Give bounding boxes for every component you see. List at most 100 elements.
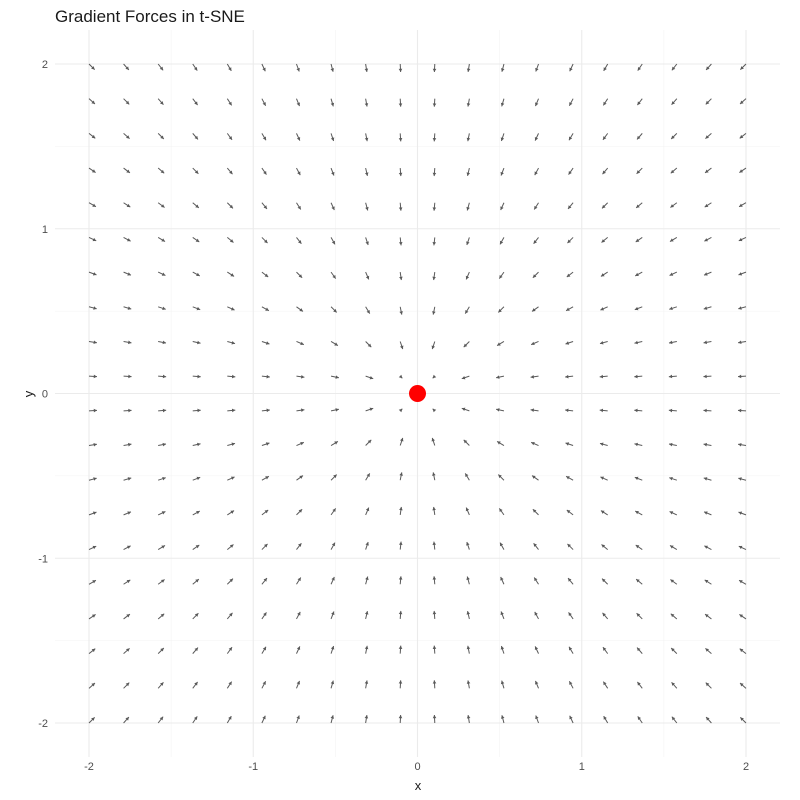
arrow-head xyxy=(433,138,437,141)
gradient-arrow xyxy=(296,578,300,585)
arrow-head xyxy=(466,577,469,581)
gradient-arrow xyxy=(466,203,469,211)
gradient-arrow xyxy=(601,237,607,242)
arrow-head xyxy=(93,477,97,480)
gradient-arrow xyxy=(158,580,164,585)
gradient-arrow xyxy=(433,99,437,107)
gradient-arrow xyxy=(158,682,163,688)
gradient-arrow xyxy=(227,647,232,653)
gradient-arrow xyxy=(433,409,437,413)
gradient-arrow xyxy=(738,340,746,344)
gradient-arrow xyxy=(432,472,436,480)
arrow-head xyxy=(669,443,672,447)
gradient-arrow xyxy=(603,133,608,139)
gradient-arrow xyxy=(158,375,166,379)
gradient-arrow xyxy=(637,168,643,174)
gradient-arrow xyxy=(671,168,677,173)
gradient-arrow xyxy=(296,442,303,446)
gradient-arrow xyxy=(227,375,235,379)
gradient-arrow xyxy=(296,646,300,653)
arrow-head xyxy=(738,306,742,309)
gradient-arrow xyxy=(738,512,746,515)
gradient-arrow xyxy=(227,168,232,174)
arrow-head xyxy=(467,611,471,615)
gradient-arrow xyxy=(227,237,233,242)
gradient-arrow xyxy=(124,341,132,345)
gradient-arrow xyxy=(158,409,166,413)
gradient-arrow xyxy=(569,168,574,175)
gradient-arrow xyxy=(500,577,504,584)
gradient-arrow xyxy=(331,577,335,584)
gradient-arrow xyxy=(740,64,746,70)
arrow-head xyxy=(433,646,437,649)
arrow-head xyxy=(335,375,338,379)
arrow-head xyxy=(197,341,201,345)
gradient-arrow xyxy=(262,64,266,71)
arrow-head xyxy=(634,409,637,413)
gradient-arrow xyxy=(296,307,303,312)
gradient-arrow xyxy=(464,341,470,347)
y-tick-label: 2 xyxy=(42,59,48,71)
arrow-head xyxy=(669,341,672,345)
gradient-arrow xyxy=(158,717,163,723)
gradient-arrow xyxy=(705,203,712,207)
gradient-arrow xyxy=(366,408,374,411)
gradient-arrow xyxy=(89,340,97,344)
gradient-arrow xyxy=(399,272,403,280)
gradient-arrow xyxy=(89,683,95,688)
gradient-arrow xyxy=(569,716,573,723)
arrow-head xyxy=(399,680,403,683)
gradient-arrow xyxy=(89,580,96,584)
gradient-arrow xyxy=(567,237,573,243)
gradient-arrow xyxy=(124,648,130,653)
axis-ticks: -2 -1 0 1 2-2-1012 xyxy=(38,59,749,773)
gradient-arrow xyxy=(467,646,471,654)
gradient-arrow xyxy=(669,375,677,379)
gradient-arrow xyxy=(124,168,130,173)
gradient-arrow xyxy=(604,64,608,71)
gradient-arrow xyxy=(432,237,436,245)
gradient-arrow xyxy=(603,99,607,106)
gradient-arrow xyxy=(331,307,337,313)
gradient-arrow xyxy=(331,133,334,141)
arrow-head xyxy=(738,477,742,480)
gradient-arrow xyxy=(366,272,370,279)
arrow-head xyxy=(399,375,403,379)
gradient-arrow xyxy=(262,203,267,209)
gradient-arrow xyxy=(671,648,677,654)
arrow-head xyxy=(93,306,97,309)
arrow-head xyxy=(365,138,369,141)
gradient-arrow xyxy=(566,307,573,311)
gradient-arrow xyxy=(262,272,268,277)
arrow-head xyxy=(232,375,235,379)
arrow-head xyxy=(432,242,436,245)
gradient-arrow xyxy=(89,512,97,515)
gradient-arrow xyxy=(158,648,164,654)
gradient-arrow xyxy=(124,133,130,138)
y-axis-title: y xyxy=(21,390,36,397)
gradient-arrow xyxy=(703,375,711,379)
gradient-arrow xyxy=(262,99,266,106)
arrow-head xyxy=(399,611,403,614)
gradient-arrow xyxy=(193,682,198,688)
gradient-arrow xyxy=(331,508,336,515)
gradient-arrow xyxy=(740,683,746,688)
gradient-arrow xyxy=(635,477,642,480)
arrow-head xyxy=(365,611,369,615)
arrow-head xyxy=(365,577,368,581)
gradient-arrow xyxy=(331,681,334,689)
y-tick-label: -1 xyxy=(38,553,48,565)
gradient-arrow xyxy=(262,510,268,515)
arrow-head xyxy=(399,138,403,141)
gradient-arrow xyxy=(671,614,677,619)
y-tick-label: 1 xyxy=(42,224,48,236)
gradient-arrow xyxy=(262,409,270,413)
gradient-arrow xyxy=(124,64,129,70)
gradient-arrow xyxy=(467,168,471,176)
gradient-arrow xyxy=(636,579,642,584)
gradient-arrow xyxy=(262,544,268,550)
gradient-arrow xyxy=(331,341,338,345)
gradient-arrow xyxy=(399,64,403,72)
gradient-arrow xyxy=(738,477,746,480)
gradient-arrow xyxy=(704,306,712,309)
